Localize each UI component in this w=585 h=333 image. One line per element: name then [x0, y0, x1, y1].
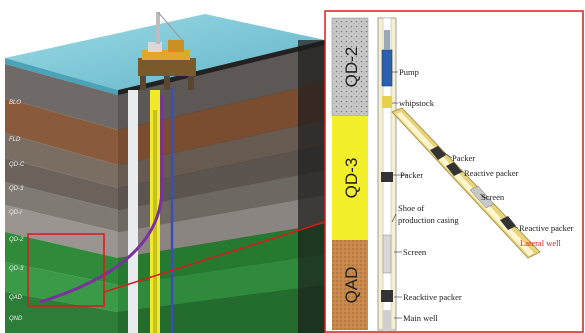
stratum-qd2	[5, 205, 118, 258]
main-well-tubing	[377, 17, 397, 331]
strata-label-qnd: QND	[9, 316, 23, 322]
lateral-packer-1	[430, 146, 446, 160]
zone-label-qad: QAD	[342, 267, 361, 304]
label-reactive-packer-upper: Reactive packer	[464, 168, 519, 178]
strata-label-qad: QAD	[9, 295, 23, 301]
strata-label-qd3a: QD-3	[9, 186, 24, 192]
zone-qd3-block	[332, 116, 368, 240]
stratum-qd3a	[5, 158, 118, 210]
block-dark-edge	[298, 40, 325, 333]
stratum-qd3a-right	[118, 145, 325, 210]
label-screen-lateral: Screen	[481, 192, 505, 202]
lateral-packer-2	[446, 162, 462, 176]
lateral-well-curve	[39, 95, 164, 304]
zone-qad-block	[332, 240, 368, 330]
callout-arrow-line	[103, 219, 332, 293]
stratum-qad-right	[118, 254, 325, 312]
stratum-qdc	[5, 133, 118, 188]
main-packer-top	[381, 172, 393, 182]
stratum-qad	[5, 262, 118, 312]
label-pump: Pump	[399, 67, 419, 77]
stratum-blo-right	[118, 45, 325, 130]
stratum-qdc-right	[118, 120, 325, 188]
stratum-fld-right	[118, 82, 325, 165]
label-reactive-packer-main: Reacktive packer	[403, 292, 462, 302]
pump-icon	[381, 49, 393, 87]
stratum-fld	[5, 98, 118, 165]
lateral-reactive-packer	[500, 216, 516, 230]
leader-lines	[391, 71, 519, 319]
stratum-qnd	[5, 292, 118, 333]
label-shoe-line2: production casing	[398, 215, 459, 225]
strata-label-qd3b: QD-3	[9, 266, 24, 272]
stratum-blo	[5, 64, 118, 130]
stratum-qdi-right	[118, 170, 325, 232]
strata-label-qdc: QD-C	[9, 162, 25, 168]
label-whipstock: whipstock	[399, 98, 435, 108]
lateral-screen	[469, 185, 495, 209]
label-lateral-well: Lateral well	[520, 238, 561, 248]
label-packer-top: Packer	[452, 153, 475, 163]
label-main-well: Main well	[403, 313, 438, 323]
strata-label-blo: BLO	[9, 100, 21, 106]
stratum-qdi	[5, 182, 118, 232]
lateral-well-tubing	[391, 107, 541, 259]
stratum-qnd-right	[118, 285, 325, 333]
zone-qd2-block	[331, 17, 369, 117]
zone-label-qd3: QD-3	[342, 158, 361, 199]
main-screen	[382, 234, 392, 274]
main-reactive-packer	[381, 290, 393, 302]
label-packer-left: Packer	[400, 170, 423, 180]
well-shaft-white	[128, 90, 138, 333]
label-reactive-packer-lateral: Reactive packer	[519, 223, 574, 233]
stratum-qd3b	[5, 232, 118, 285]
strata-label-fld: FLD	[9, 137, 21, 143]
whipstock-icon	[382, 96, 392, 108]
strata-label-qdi: QD-I	[9, 210, 22, 216]
zone-label-qd2: QD-2	[342, 47, 361, 88]
label-screen-main: Screen	[403, 247, 427, 257]
label-shoe-line1: Shoe of	[398, 203, 424, 213]
strata-label-qd2: QD-2	[9, 237, 24, 243]
oil-platform-icon	[138, 11, 196, 90]
geological-block: BLO FLD QD-C QD-3 QD-I QD-2 QD-3 QAD QND	[5, 11, 325, 333]
stratum-qd2-right	[118, 195, 325, 258]
callout-box	[27, 233, 105, 307]
sea-water-column	[5, 58, 118, 95]
